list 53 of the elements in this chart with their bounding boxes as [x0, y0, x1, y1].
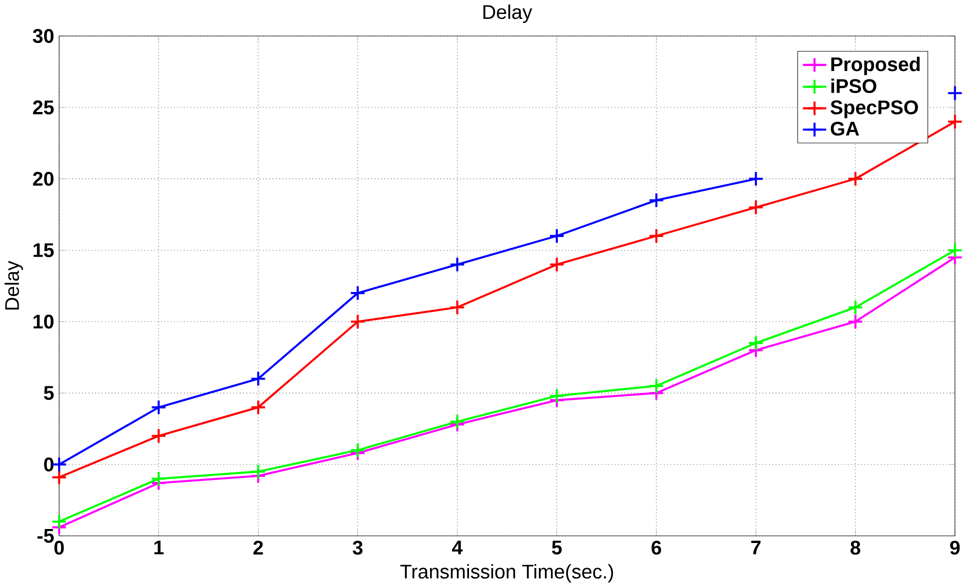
legend-label: GA [830, 122, 860, 136]
point [648, 192, 664, 208]
y-axis-title: Delay [4, 260, 23, 310]
point [648, 378, 664, 394]
point [150, 428, 167, 444]
point [350, 314, 366, 330]
y-tick-label: 20 [33, 172, 54, 186]
point [150, 399, 167, 416]
x-tick-label: 1 [154, 540, 164, 554]
y-tick-label: 0 [44, 457, 54, 472]
point [648, 228, 664, 244]
legend-label: iPSO [831, 78, 876, 94]
x-tick-label: 2 [253, 540, 263, 554]
y-tick-label: 30 [32, 28, 54, 43]
point [449, 414, 466, 430]
x-tick-label: 6 [652, 540, 662, 555]
y-tick-label: 5 [44, 386, 54, 400]
x-tick-label: 7 [751, 540, 760, 554]
x-tick-label: 0 [54, 540, 64, 555]
legend-label: SpecPSO [830, 100, 918, 118]
x-tick-label: 9 [950, 540, 960, 555]
point [748, 170, 764, 187]
point [250, 370, 266, 387]
point [748, 335, 764, 351]
y-tick-label: -5 [38, 528, 54, 543]
point [250, 464, 266, 480]
x-axis-title: Transmission Time(sec.) [400, 564, 614, 582]
point [548, 256, 565, 272]
point [250, 399, 266, 416]
point [51, 514, 68, 530]
point [848, 314, 864, 330]
x-tick-label: 4 [452, 540, 463, 554]
point [947, 242, 963, 258]
point [350, 285, 366, 301]
x-tick-label: 5 [552, 540, 562, 554]
point [150, 470, 167, 487]
point [449, 256, 466, 272]
point [947, 114, 963, 130]
chart-title: Delay [483, 4, 532, 23]
y-tick-label: 15 [34, 243, 54, 258]
y-tick-label: 10 [34, 314, 54, 329]
point [947, 85, 963, 101]
legend-label: Proposed [831, 56, 920, 76]
point [350, 442, 366, 458]
point [848, 170, 864, 187]
point [449, 299, 466, 316]
y-tick-label: 25 [33, 100, 54, 114]
point [748, 199, 764, 216]
x-tick-label: 8 [850, 540, 860, 555]
point [548, 228, 565, 244]
point [548, 388, 565, 404]
x-tick-label: 3 [352, 540, 363, 555]
point [848, 299, 864, 316]
